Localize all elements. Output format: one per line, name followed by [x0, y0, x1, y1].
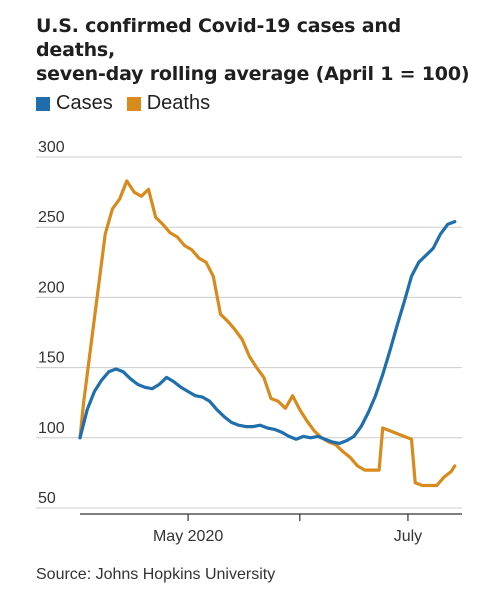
x-tick-label-2: July	[394, 528, 422, 545]
chart-legend: Cases Deaths	[36, 92, 224, 115]
y-tick-label-150: 150	[38, 350, 65, 367]
chart-title-line-2: seven-day rolling average (April 1 = 100…	[36, 63, 470, 85]
y-tick-label-300: 300	[38, 139, 65, 156]
legend-item-deaths: Deaths	[126, 92, 211, 115]
y-tick-label-250: 250	[38, 209, 65, 226]
y-tick-label-50: 50	[38, 490, 56, 507]
series-line-deaths	[78, 179, 457, 488]
chart-title: U.S. confirmed Covid-19 cases and deaths…	[36, 14, 476, 86]
tick-labels: 50 100 150 200 250 300 May 2020 July	[38, 139, 422, 545]
source-note: Source: Johns Hopkins University	[36, 566, 276, 583]
grid-lines	[36, 156, 462, 509]
x-tick-label-0: May 2020	[153, 528, 223, 545]
series-lines	[78, 179, 457, 488]
x-axis	[80, 513, 462, 521]
legend-label-deaths: Deaths	[146, 92, 211, 114]
legend-item-cases: Cases	[36, 92, 113, 115]
legend-label-cases: Cases	[56, 92, 113, 114]
y-tick-label-100: 100	[38, 420, 65, 437]
chart-title-line-1: U.S. confirmed Covid-19 cases and deaths…	[36, 15, 402, 61]
legend-swatch-deaths	[126, 96, 141, 111]
legend-swatch-cases	[36, 96, 50, 111]
y-tick-label-200: 200	[38, 279, 65, 296]
series-line-cases	[78, 220, 457, 445]
